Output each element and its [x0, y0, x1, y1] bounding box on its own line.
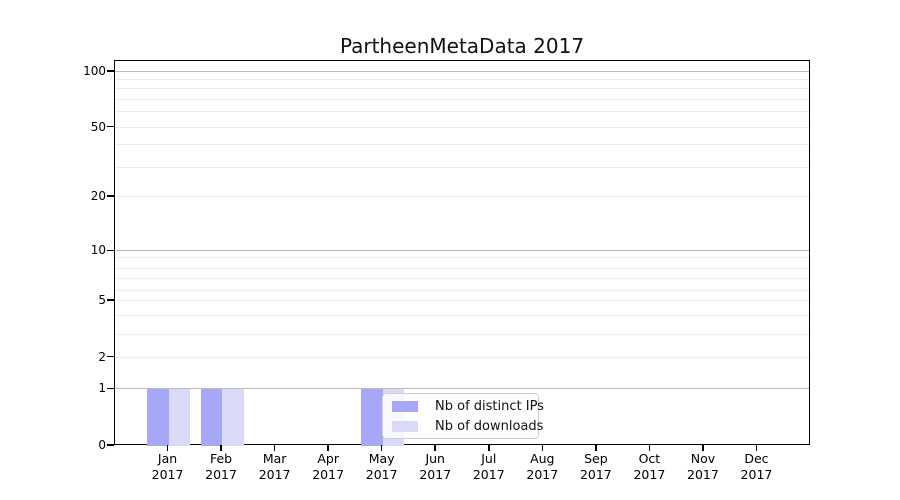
bar-downloads	[222, 389, 244, 446]
bar-downloads	[168, 389, 191, 446]
x-tick-label-year: 2017	[312, 467, 345, 482]
bar-distinct-ips	[200, 389, 223, 446]
x-tick-label-year: 2017	[205, 467, 237, 482]
x-tick-label-month: Jun	[425, 451, 445, 466]
gridline-major	[115, 250, 809, 252]
y-tick-mark	[107, 125, 114, 128]
x-tick-mark	[541, 445, 544, 451]
x-tick-label: Oct 2017	[617, 451, 681, 483]
legend-label-distinct-ips: Nb of distinct IPs	[435, 398, 544, 414]
x-tick-label-month: Aug	[530, 451, 555, 466]
gridline-minor	[115, 278, 809, 280]
gridline-minor	[115, 356, 809, 358]
x-tick-label-year: 2017	[579, 467, 612, 482]
y-tick-label: 50	[90, 119, 106, 134]
y-tick-mark	[107, 70, 114, 72]
gridline-minor	[115, 195, 809, 197]
x-tick-label-month: Jul	[481, 451, 497, 466]
y-tick-mark	[107, 387, 114, 390]
x-tick-label: May 2017	[350, 451, 414, 483]
x-tick-label-year: 2017	[687, 467, 719, 482]
x-tick-mark	[220, 445, 222, 451]
x-tick-mark	[166, 445, 169, 451]
gridline-minor	[115, 315, 809, 317]
x-tick-mark	[273, 445, 276, 451]
gridline-minor	[115, 289, 809, 291]
y-tick-label: 1	[98, 381, 106, 396]
x-tick-label: Mar 2017	[243, 451, 307, 483]
plot-area: Nb of distinct IPs Nb of downloads	[114, 60, 810, 446]
bar-distinct-ips	[361, 389, 383, 446]
x-tick-mark	[595, 445, 597, 451]
y-tick-mark	[107, 355, 114, 358]
x-tick-label-month: Feb	[209, 451, 233, 466]
gridline-minor	[115, 300, 809, 301]
gridline-minor	[115, 334, 809, 335]
y-tick-label: 5	[98, 293, 106, 307]
x-tick-label-month: Mar	[262, 451, 287, 466]
y-tick-label: 20	[90, 188, 106, 203]
x-tick-label-year: 2017	[151, 467, 184, 482]
chart-title: PartheenMetaData 2017	[339, 34, 585, 58]
x-tick-label: Dec 2017	[724, 451, 788, 483]
y-tick-mark	[107, 299, 114, 301]
legend-label-downloads: Nb of downloads	[435, 418, 544, 434]
y-tick-mark	[107, 195, 114, 197]
gridline-minor	[115, 126, 809, 128]
gridline-minor	[115, 166, 809, 168]
y-tick-label: 2	[98, 349, 106, 364]
y-tick-label: 100	[83, 64, 106, 78]
x-tick-label-month: Oct	[638, 451, 661, 466]
legend-swatch-downloads	[392, 420, 418, 432]
x-tick-mark	[380, 445, 383, 451]
x-tick-label-month: Sep	[584, 451, 608, 466]
x-tick-label: Jun 2017	[403, 451, 467, 483]
x-tick-label-year: 2017	[633, 467, 666, 482]
x-tick-label: Aug 2017	[510, 451, 574, 483]
x-tick-label-year: 2017	[258, 467, 291, 482]
x-tick-mark	[488, 445, 490, 451]
gridline-minor	[115, 267, 809, 269]
x-tick-mark	[648, 445, 651, 451]
x-tick-label: Apr 2017	[296, 451, 360, 483]
x-tick-label-year: 2017	[740, 467, 773, 482]
x-tick-label-month: Jan	[157, 451, 178, 466]
y-tick-label: 10	[90, 243, 106, 258]
gridline-minor	[115, 110, 809, 112]
x-tick-mark	[702, 445, 704, 451]
y-tick-mark	[107, 249, 114, 252]
bar-distinct-ips	[147, 389, 169, 446]
gridline-major	[115, 71, 809, 72]
x-tick-label-month: Dec	[744, 451, 769, 466]
x-tick-label: Feb 2017	[189, 451, 253, 483]
x-tick-label-year: 2017	[419, 467, 452, 482]
gridline-minor	[115, 88, 809, 90]
y-tick-mark	[107, 444, 114, 446]
x-tick-label-month: May	[368, 451, 395, 466]
gridline-minor	[115, 257, 809, 258]
gridline-minor	[115, 98, 809, 100]
y-tick-label: 0	[98, 438, 106, 452]
x-tick-label: Jan 2017	[136, 451, 200, 483]
x-tick-label: Nov 2017	[671, 451, 735, 483]
x-tick-mark	[434, 445, 436, 451]
legend: Nb of distinct IPs Nb of downloads	[382, 393, 544, 439]
x-tick-label: Sep 2017	[564, 451, 628, 483]
x-tick-label-year: 2017	[472, 467, 505, 482]
legend-swatch-distinct-ips	[392, 400, 418, 412]
x-tick-label: Jul 2017	[457, 451, 521, 483]
x-tick-label-month: Apr	[317, 451, 339, 466]
x-tick-label-year: 2017	[365, 467, 398, 482]
x-tick-label-month: Nov	[690, 451, 716, 466]
legend-entry: Nb of downloads	[392, 418, 543, 435]
x-tick-mark	[327, 445, 329, 451]
gridline-minor	[115, 144, 809, 146]
gridline-minor	[115, 79, 809, 81]
x-tick-label-year: 2017	[526, 467, 559, 482]
legend-entry: Nb of distinct IPs	[392, 398, 544, 415]
x-tick-mark	[755, 445, 758, 451]
